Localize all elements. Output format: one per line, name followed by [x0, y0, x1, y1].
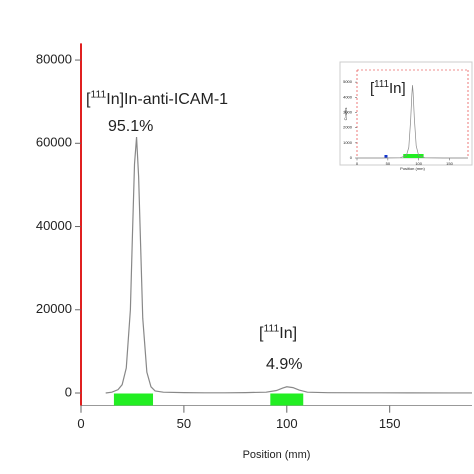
- annotation: 4.9%: [266, 356, 302, 373]
- y-tick-label: 40000: [36, 218, 72, 233]
- annotation-text: [: [86, 91, 91, 108]
- y-tick-label: 2000: [343, 125, 353, 130]
- annotation-text: [: [370, 80, 375, 97]
- y-axis-label: Counts: [343, 108, 348, 121]
- x-tick-label: 50: [386, 161, 391, 166]
- annotation-text: In]In-anti-ICAM-1: [106, 91, 228, 108]
- annotation: [111In]: [259, 323, 297, 342]
- x-tick-label: 50: [177, 416, 191, 431]
- inset-frame: [339, 61, 473, 166]
- y-tick-label: 0: [350, 155, 353, 160]
- series-line: [105, 137, 472, 394]
- x-tick-label: 100: [276, 416, 298, 431]
- annotation-text: 95.1%: [108, 118, 153, 135]
- annotation: [111In]In-anti-ICAM-1: [86, 89, 228, 108]
- annotation: [111In]: [370, 78, 406, 97]
- annotation-superscript: 111: [90, 89, 106, 100]
- annotation-text: In]: [279, 325, 297, 342]
- x-axis-label: Position (mm): [243, 449, 311, 461]
- annotation-text: [: [259, 325, 264, 342]
- x-tick-label: 150: [446, 161, 453, 166]
- x-tick-label: 150: [379, 416, 401, 431]
- x-tick-label: 0: [356, 161, 359, 166]
- y-tick-label: 60000: [36, 135, 72, 150]
- y-tick-label: 5000: [343, 79, 353, 84]
- annotation: 95.1%: [108, 118, 153, 135]
- annotation-text: 4.9%: [266, 356, 302, 373]
- roi-region: [403, 154, 424, 158]
- y-tick-label: 4000: [343, 94, 353, 99]
- x-tick-label: 100: [415, 161, 422, 166]
- y-tick-label: 80000: [36, 51, 72, 66]
- series-line: [357, 85, 468, 159]
- annotation-text: In]: [389, 80, 406, 97]
- annotation-superscript: 111: [263, 323, 279, 334]
- y-tick-label: 3000: [343, 110, 353, 115]
- x-axis-label: Position (mm): [400, 166, 425, 171]
- origin-marker: [384, 155, 388, 158]
- annotation-superscript: 111: [374, 78, 389, 89]
- roi-region: [270, 393, 304, 406]
- y-tick-label: 20000: [36, 301, 72, 316]
- y-tick-label: 1000: [343, 140, 353, 145]
- y-tick-label: 0: [65, 384, 72, 399]
- x-tick-label: 0: [77, 416, 84, 431]
- roi-region: [113, 393, 154, 406]
